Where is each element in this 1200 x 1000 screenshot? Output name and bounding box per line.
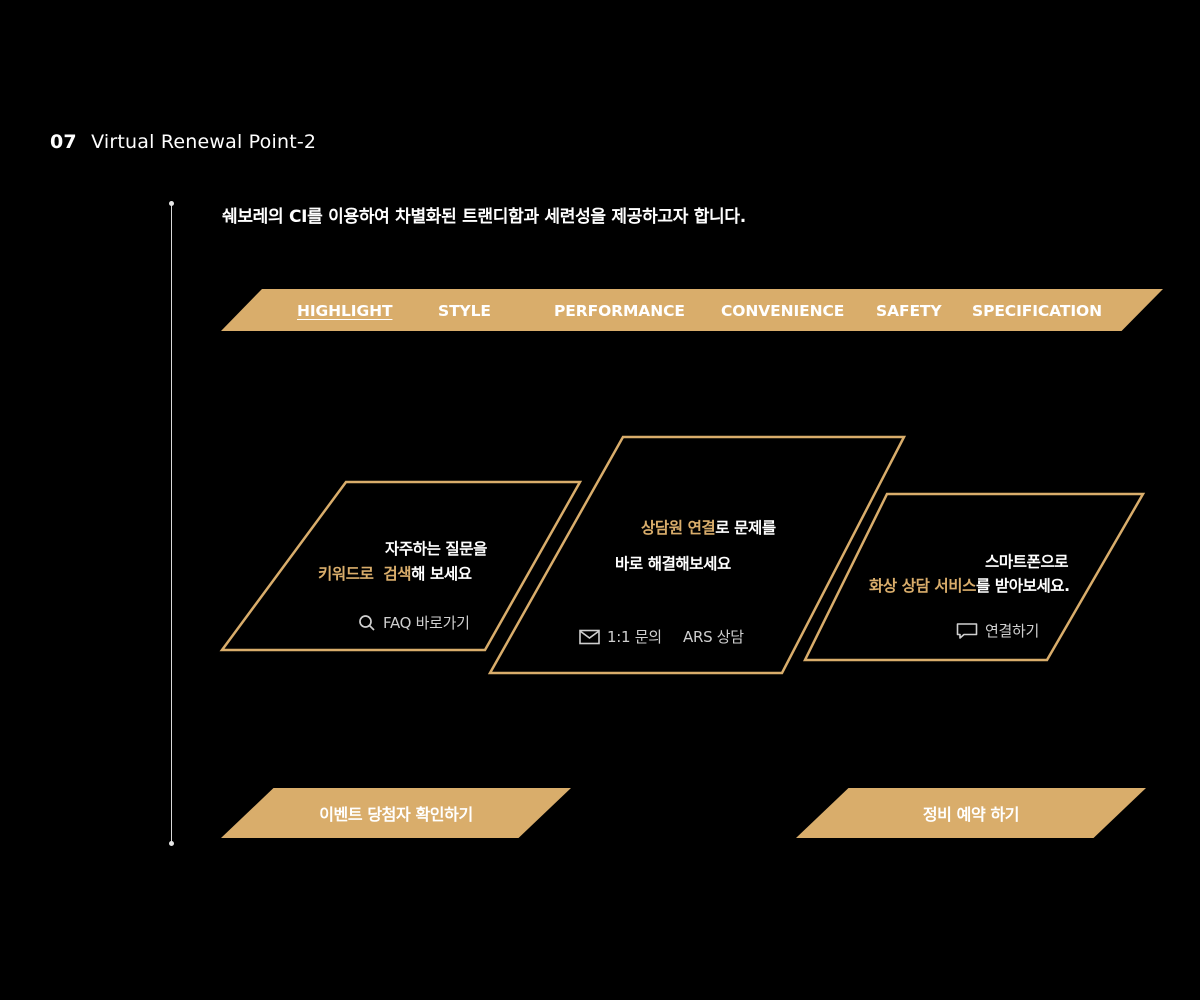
nav-bar <box>221 289 1163 331</box>
video-card-line2: 화상 상담 서비스를 받아보세요. <box>869 574 1070 596</box>
service-reservation-button[interactable]: 정비 예약 하기 <box>796 788 1146 838</box>
inquiry-link-label: 1:1 문의 <box>607 628 662 646</box>
counsel-card-line2: 바로 해결해보세요 <box>615 555 731 573</box>
nav-item-convenience[interactable]: CONVENIENCE <box>721 302 845 320</box>
mail-icon <box>579 629 600 644</box>
video-card-frame <box>802 492 1146 662</box>
section-header: 07 Virtual Renewal Point-2 <box>50 130 316 154</box>
section-title: Virtual Renewal Point-2 <box>91 131 317 153</box>
faq-link-label: FAQ 바로가기 <box>383 614 470 632</box>
faq-card-line1: 자주하는 질문을 <box>385 540 488 558</box>
video-card-line2-rest: 를 받아보세요. <box>976 577 1070 595</box>
inquiry-link[interactable]: 1:1 문의 <box>579 626 662 647</box>
faq-card-line2-rest: 해 보세요 <box>411 565 472 583</box>
nav-item-style[interactable]: STYLE <box>438 302 491 320</box>
timeline-dot-bottom <box>169 841 174 846</box>
counsel-card-frame <box>487 435 907 675</box>
nav-item-highlight[interactable]: HIGHLIGHT <box>297 302 393 320</box>
nav-item-safety[interactable]: SAFETY <box>876 302 942 320</box>
counsel-card-highlight: 상담원 연결 <box>641 519 716 537</box>
nav-item-specification[interactable]: SPECIFICATION <box>972 302 1102 320</box>
ars-link[interactable]: ARS 상담 <box>683 626 744 647</box>
chat-icon <box>956 622 978 639</box>
connect-link[interactable]: 연결하기 <box>956 620 1039 641</box>
counsel-card-line1-rest: 로 문제를 <box>715 519 776 537</box>
search-icon <box>359 614 375 631</box>
connect-link-label: 연결하기 <box>985 622 1040 640</box>
video-card-line1: 스마트폰으로 <box>985 553 1069 571</box>
timeline-dot-top <box>169 201 174 206</box>
ars-link-label: ARS 상담 <box>683 628 744 646</box>
counsel-card-line1: 상담원 연결로 문제를 <box>641 516 776 538</box>
service-reservation-button-label: 정비 예약 하기 <box>922 805 1020 824</box>
nav-item-performance[interactable]: PERFORMANCE <box>554 302 685 320</box>
intro-text: 쉐보레의 CI를 이용하여 차별화된 트랜디함과 세련성을 제공하고자 합니다. <box>222 207 746 227</box>
event-winner-button[interactable]: 이벤트 당첨자 확인하기 <box>221 788 571 838</box>
timeline-line <box>171 203 172 845</box>
event-winner-button-label: 이벤트 당첨자 확인하기 <box>319 805 473 824</box>
section-number: 07 <box>50 131 77 153</box>
faq-link[interactable]: FAQ 바로가기 <box>358 612 470 633</box>
video-card-highlight: 화상 상담 서비스 <box>869 577 977 595</box>
faq-card-keyword: 키워드로 검색 <box>318 565 412 583</box>
faq-card-line2: 키워드로 검색해 보세요 <box>318 562 472 584</box>
faq-card-frame <box>219 480 583 652</box>
